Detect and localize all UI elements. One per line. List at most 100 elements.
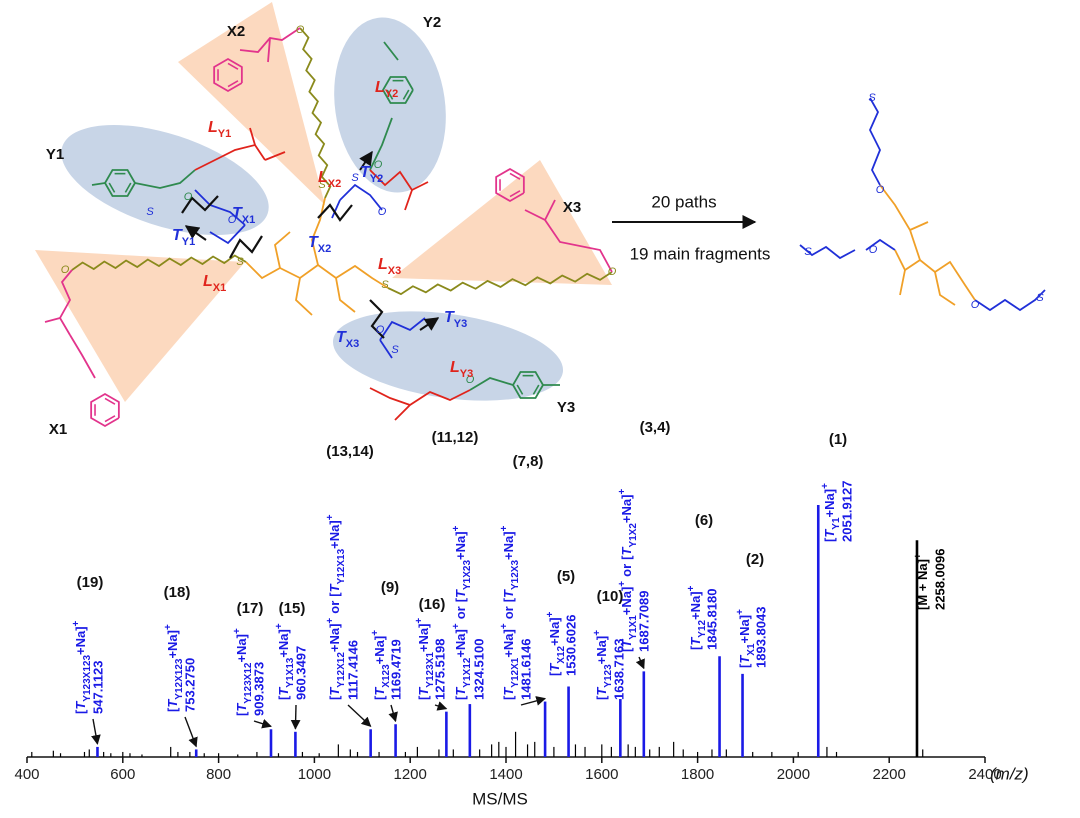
ion-part: +Na] xyxy=(547,617,562,646)
fragment-number: (6) xyxy=(695,512,713,529)
bond xyxy=(209,224,246,245)
bond xyxy=(213,57,243,93)
bond xyxy=(331,199,341,219)
ion-part: + xyxy=(274,623,285,629)
fragment-number: (11,12) xyxy=(432,429,479,446)
ion-part: +Na] xyxy=(372,636,387,665)
ion-part: T xyxy=(594,687,609,696)
label-subscript: X2 xyxy=(318,243,331,255)
bond xyxy=(229,235,263,259)
ion-label: [TY123X12+Na]+ xyxy=(232,628,254,716)
atom-label: S xyxy=(1036,292,1044,304)
x-tick-label: 1000 xyxy=(298,766,331,783)
unit-label: Y3 xyxy=(557,399,575,416)
bond xyxy=(58,269,73,336)
bond xyxy=(317,203,353,222)
ion-part: + xyxy=(686,585,697,591)
mz-label: 1687.7089 xyxy=(636,591,651,652)
mz-label: 960.3497 xyxy=(293,646,308,700)
mz-label: 1845.8180 xyxy=(704,589,719,650)
mz-label: 2051.9127 xyxy=(839,481,854,542)
ion-part: +Na] xyxy=(453,629,468,658)
ion-part: [ xyxy=(501,695,516,700)
ion-part: T xyxy=(327,687,342,696)
ion-part: + xyxy=(451,525,462,531)
atom-label: O xyxy=(876,184,885,196)
fragment-label: TY2 xyxy=(360,164,383,185)
ion-part: [ xyxy=(372,695,387,700)
label-subscript: Y2 xyxy=(370,173,383,185)
label-arrow xyxy=(347,704,372,727)
fragment-number: (15) xyxy=(279,600,306,617)
mz-label: 2258.0096 xyxy=(932,549,947,610)
ion-label: [TY12X123+Na]+ xyxy=(163,624,185,712)
atom-label: S xyxy=(318,179,326,191)
ion-label: [TY1X12+Na]+or[TY1X23+Na]+ xyxy=(451,525,473,700)
bond xyxy=(369,169,413,211)
unit-label: Y1 xyxy=(46,146,64,163)
ion-label: [TY123+Na]+ xyxy=(592,630,614,700)
mz-label: 1169.4719 xyxy=(388,639,403,700)
mz-label: 1481.6146 xyxy=(518,639,533,700)
bond xyxy=(509,190,521,198)
bond xyxy=(134,169,196,189)
x-axis-unit: (m/z) xyxy=(990,764,1029,783)
fragment-label: TY1 xyxy=(172,227,195,248)
bond xyxy=(104,397,116,405)
ion-part: + xyxy=(735,609,746,615)
ion-part: T xyxy=(501,687,516,696)
ion-part: [ xyxy=(165,707,180,712)
ion-part: +Na] xyxy=(327,624,342,653)
ion-part: [ xyxy=(453,695,468,700)
ion-joiner: or xyxy=(327,601,342,614)
ion-label: [TX1+Na]+ xyxy=(735,609,757,668)
ion-part: T xyxy=(619,639,634,648)
bond xyxy=(934,271,956,306)
ion-part: T xyxy=(619,547,634,556)
ion-part: Y1X12 xyxy=(462,657,473,687)
ion-part: Y123X1 xyxy=(425,652,436,688)
bond xyxy=(69,334,96,379)
fragment-number: (7,8) xyxy=(513,453,544,470)
bond xyxy=(532,384,540,395)
label-arrow xyxy=(184,716,198,748)
mz-label: 1275.5198 xyxy=(432,639,447,700)
atom-label: O xyxy=(971,299,980,311)
ion-part: + xyxy=(499,623,510,629)
ion-part: [ xyxy=(276,695,291,700)
label-symbol: T xyxy=(308,234,319,251)
ion-part: [ xyxy=(73,709,88,714)
ion-part: Y12X123 xyxy=(174,658,185,700)
ion-part: T xyxy=(327,583,342,592)
cleavage-label: LX1 xyxy=(203,273,226,294)
ion-part: + xyxy=(325,618,336,624)
ion-part: [ xyxy=(594,695,609,700)
fragment-number: (17) xyxy=(237,600,264,617)
ion-label: [TY12X12+Na]+or[TY12X13+Na]+ xyxy=(325,514,347,700)
ion-part: +Na] xyxy=(619,495,634,524)
label-symbol: L xyxy=(208,119,218,136)
ion-part: T xyxy=(547,663,562,672)
ion-part: Y1X13 xyxy=(285,657,296,687)
ion-part: +Na] xyxy=(737,615,752,644)
ion-part: + xyxy=(71,620,82,626)
label-arrow xyxy=(635,656,645,670)
mz-label: 1117.4146 xyxy=(345,640,360,700)
ion-part: +Na] xyxy=(327,520,342,549)
label-subscript: X3 xyxy=(388,265,401,277)
ion-part: +Na] xyxy=(73,626,88,655)
ion-part: [ xyxy=(822,537,837,542)
ion-part: X123 xyxy=(381,664,392,688)
ion-part: [ xyxy=(416,695,431,700)
ion-part: T xyxy=(453,687,468,696)
atom-label: O xyxy=(378,206,387,218)
cleavage-label: LY3 xyxy=(450,359,473,380)
x-tick-label: 1800 xyxy=(681,766,714,783)
ion-part: Y12X3 xyxy=(510,560,521,590)
mz-label: 1324.5100 xyxy=(471,639,486,700)
y-ellipse xyxy=(334,17,446,193)
x-wedge xyxy=(392,160,612,285)
bond xyxy=(386,89,394,100)
ion-label: [TY1X1+Na]+or[TY1X2+Na]+ xyxy=(617,489,639,652)
